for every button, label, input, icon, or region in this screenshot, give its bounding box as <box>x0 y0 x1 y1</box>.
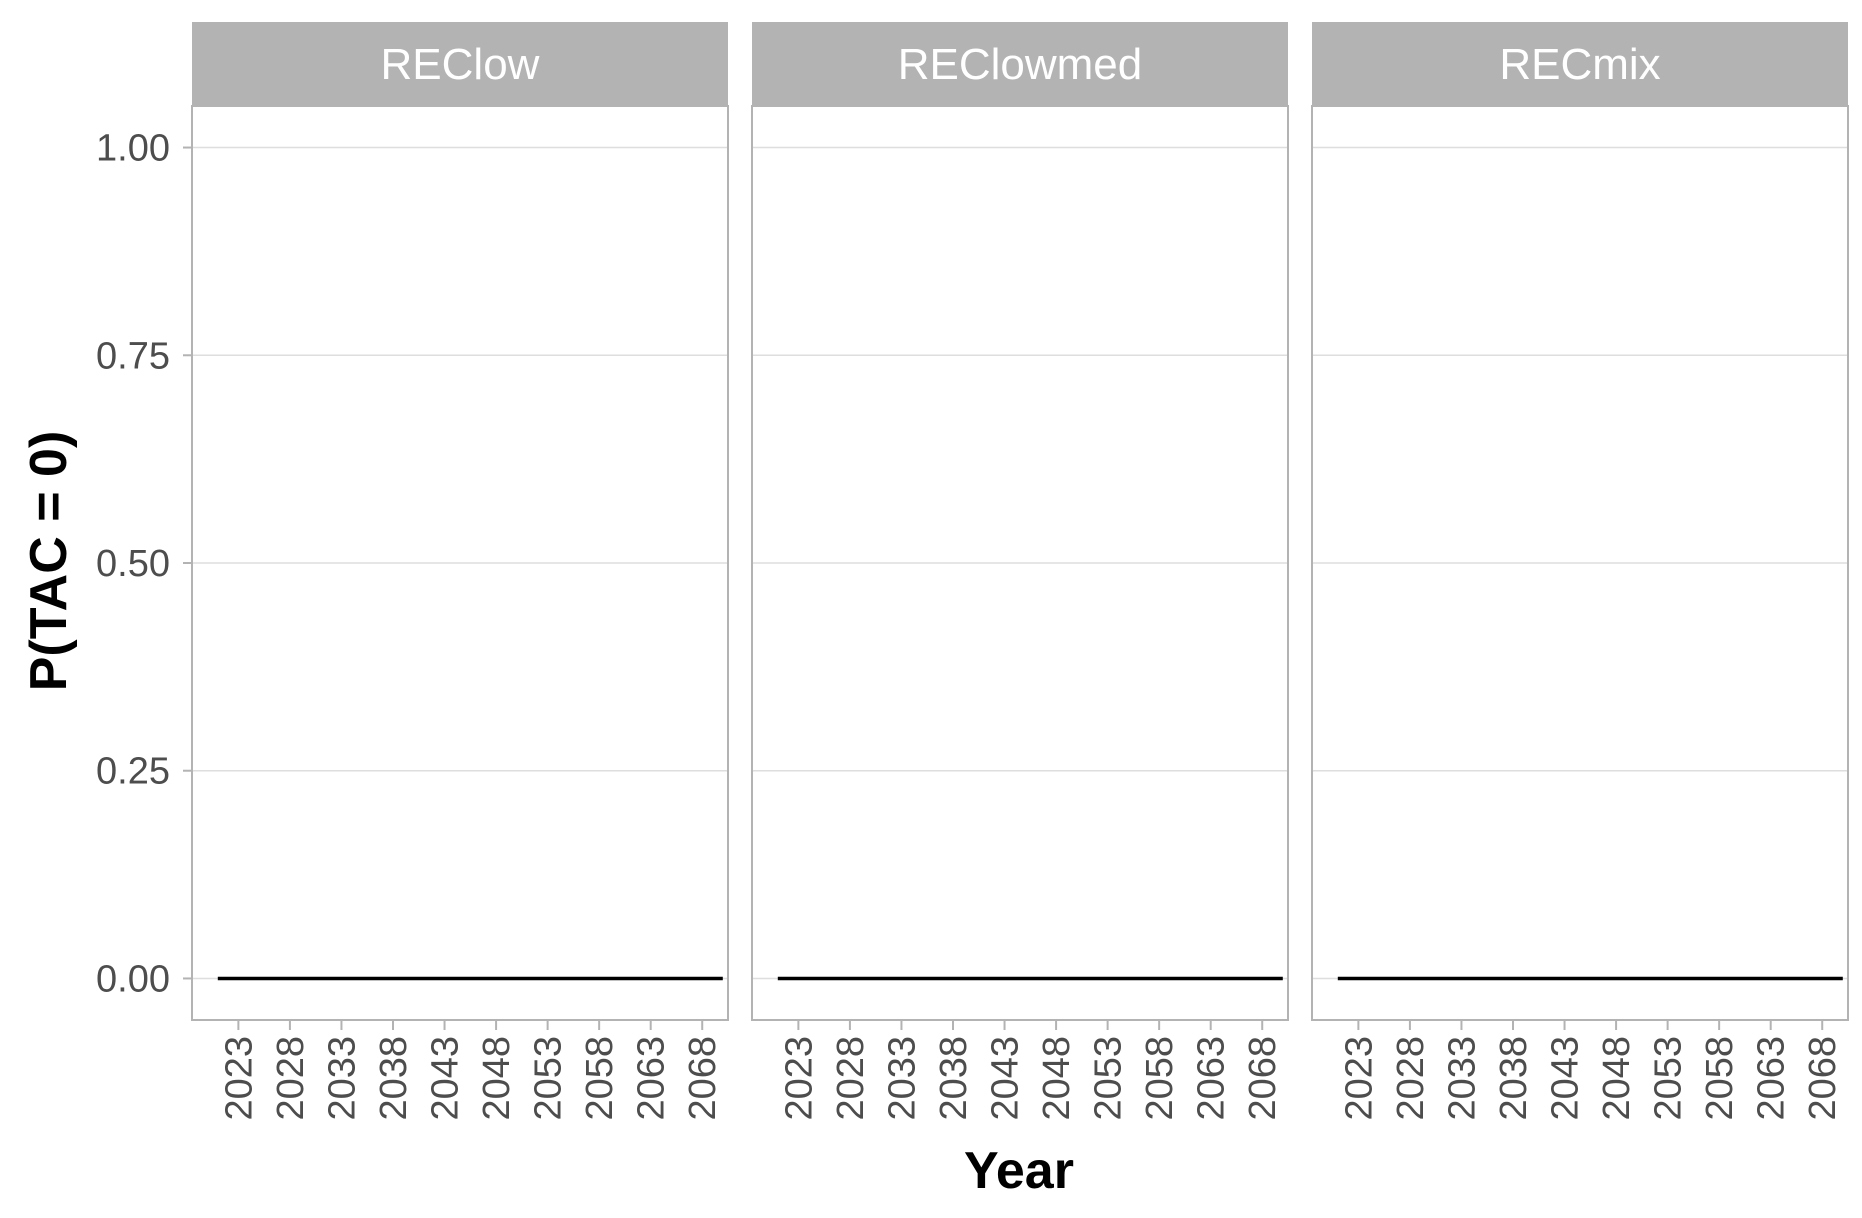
x-tick-label: 2048 <box>476 1036 518 1121</box>
x-tick-label: 2023 <box>778 1036 820 1121</box>
x-tick-label: 2068 <box>1242 1036 1284 1121</box>
x-tick-label: 2048 <box>1596 1036 1638 1121</box>
y-tick-label: 0.00 <box>96 958 170 1000</box>
x-tick-label: 2023 <box>218 1036 260 1121</box>
x-tick-label: 2058 <box>1699 1036 1741 1121</box>
x-tick-label: 2053 <box>528 1036 570 1121</box>
x-tick-label: 2043 <box>985 1036 1027 1121</box>
facet-panel: REClowmed 2023 2028 2033 2038 2043 2048 2053 205… <box>751 22 1289 1121</box>
y-axis-title: P(TAC = 0) <box>20 431 78 692</box>
x-tick-label: 2023 <box>1338 1036 1380 1121</box>
facet-strip-label: REClow <box>381 40 540 89</box>
x-tick-label: 2068 <box>1802 1036 1844 1121</box>
facet-strip <box>752 22 1288 106</box>
x-tick-label: 2053 <box>1088 1036 1130 1121</box>
x-tick-label: 2043 <box>1545 1036 1587 1121</box>
x-tick-label: 2048 <box>1036 1036 1078 1121</box>
y-tick-label: 1.00 <box>96 128 170 170</box>
facet-strip-label: REClowmed <box>898 40 1143 89</box>
facet-strip-label: RECmix <box>1499 40 1660 89</box>
panel-border <box>191 105 729 1021</box>
x-tick-label: 2038 <box>933 1036 975 1121</box>
facet-strip <box>192 22 728 106</box>
x-tick-label: 2058 <box>579 1036 621 1121</box>
x-axis-title: Year <box>964 1142 1074 1200</box>
y-tick-label: 0.50 <box>96 543 170 585</box>
x-tick-label: 2028 <box>1390 1036 1432 1121</box>
x-tick-label: 2063 <box>1191 1036 1233 1121</box>
x-tick-label: 2033 <box>1441 1036 1483 1121</box>
facet-strip <box>1312 22 1848 106</box>
x-tick-label: 2038 <box>1493 1036 1535 1121</box>
x-tick-label: 2028 <box>270 1036 312 1121</box>
x-tick-label: 2063 <box>1751 1036 1793 1121</box>
x-tick-label: 2058 <box>1139 1036 1181 1121</box>
x-tick-label: 2043 <box>425 1036 467 1121</box>
x-tick-label: 2053 <box>1648 1036 1690 1121</box>
x-tick-label: 2063 <box>631 1036 673 1121</box>
x-tick-label: 2033 <box>881 1036 923 1121</box>
y-tick-label: 0.75 <box>96 335 170 377</box>
y-tick-label: 0.25 <box>96 751 170 793</box>
panel-border <box>751 105 1289 1021</box>
x-tick-label: 2038 <box>373 1036 415 1121</box>
panel-border <box>1311 105 1849 1021</box>
x-tick-label: 2028 <box>830 1036 872 1121</box>
x-tick-label: 2033 <box>321 1036 363 1121</box>
x-tick-label: 2068 <box>682 1036 724 1121</box>
